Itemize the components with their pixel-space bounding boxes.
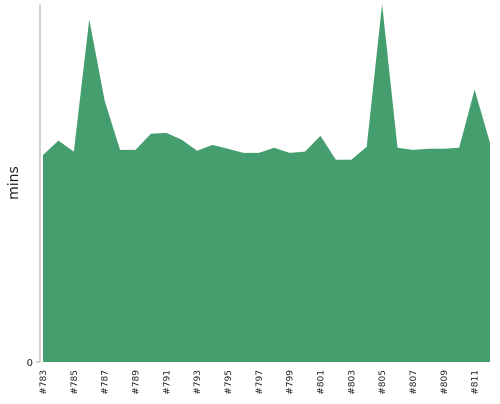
x-tick-label: #807 (409, 370, 419, 395)
x-tick-label: #799 (286, 370, 296, 395)
x-tick-label: #789 (131, 370, 141, 395)
y-axis-label: mins (6, 166, 22, 200)
x-tick-label: #791 (162, 370, 172, 395)
y-tick-label: 0 (27, 358, 33, 369)
x-tick-label: #783 (39, 370, 49, 395)
x-tick-label: #803 (347, 370, 357, 395)
x-tick-label: #785 (70, 370, 80, 395)
x-tick-label: #805 (378, 370, 388, 395)
area (43, 4, 490, 362)
x-tick-label: #797 (255, 370, 265, 395)
x-tick-label: #801 (316, 370, 326, 395)
x-tick-label: #811 (471, 370, 481, 395)
x-tick-label: #793 (193, 370, 203, 395)
x-tick-label: #795 (224, 370, 234, 395)
x-tick-label: #787 (101, 370, 111, 395)
x-tick-label: #809 (440, 370, 450, 395)
